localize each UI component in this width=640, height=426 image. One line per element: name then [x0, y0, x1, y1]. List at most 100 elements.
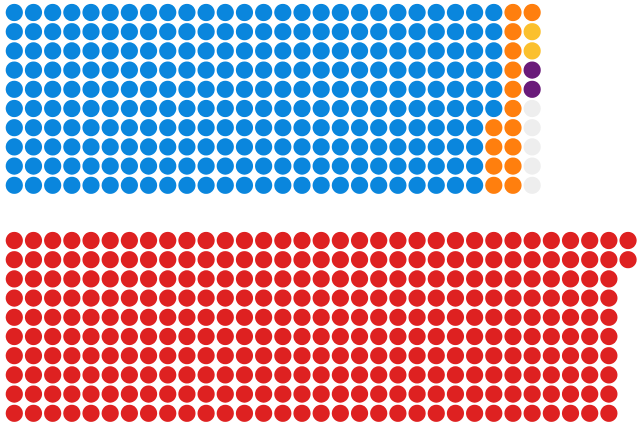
waffle-dot-g1-s1 — [82, 42, 100, 60]
waffle-dot-g2-s1 — [523, 251, 541, 269]
waffle-dot-g2-s1 — [600, 385, 618, 403]
waffle-dot-g1-s1 — [331, 80, 349, 98]
waffle-dot-g2-s1 — [101, 385, 119, 403]
waffle-dot-g1-s1 — [427, 176, 445, 194]
waffle-dot-g2-s1 — [485, 308, 503, 326]
waffle-dot-g2-s1 — [120, 251, 138, 269]
waffle-dot-g1-s1 — [139, 61, 158, 79]
waffle-dot-g1-s1 — [446, 42, 465, 60]
waffle-dot-g1-s1 — [178, 176, 196, 194]
waffle-dot-g2-s1 — [600, 251, 618, 269]
waffle-dot-g2-s1 — [63, 308, 81, 326]
waffle-dot-g1-s1 — [197, 61, 215, 79]
waffle-dot-g1-s1 — [120, 176, 138, 194]
waffle-dot-g1-s1 — [293, 61, 311, 79]
waffle-dot-g1-s1 — [350, 23, 369, 41]
waffle-dot-g1-s1 — [139, 42, 158, 60]
waffle-dot-g1-s5 — [523, 119, 541, 137]
waffle-dot-g2-s1 — [293, 289, 311, 307]
waffle-dot-g2-s1 — [331, 385, 349, 403]
waffle-dot-g2-s1 — [197, 308, 215, 326]
waffle-dot-g2-s1 — [370, 251, 388, 269]
waffle-dot-g2-s1 — [5, 385, 23, 403]
waffle-dot-g2-s1 — [101, 289, 119, 307]
waffle-dot-g2-s1 — [561, 270, 580, 288]
waffle-dot-g2-s1 — [216, 231, 234, 250]
waffle-dot-g1-s1 — [82, 157, 100, 175]
waffle-dot-g2-s1 — [178, 366, 196, 384]
waffle-dot-g2-s1 — [120, 385, 138, 403]
waffle-dot-g1-s1 — [178, 99, 196, 118]
waffle-dot-g1-s1 — [370, 138, 388, 156]
waffle-dot-g2-s1 — [350, 347, 369, 365]
waffle-dot-g1-s1 — [408, 42, 426, 60]
waffle-dot-g2-s1 — [504, 308, 522, 326]
waffle-dot-g1-s1 — [235, 3, 254, 22]
waffle-dot-g1-s1 — [44, 61, 62, 79]
waffle-dot-g2-s1 — [293, 366, 311, 384]
waffle-dot-g1-s1 — [24, 157, 43, 175]
waffle-dot-g1-s2 — [504, 138, 522, 156]
waffle-dot-g1-s1 — [350, 42, 369, 60]
waffle-dot-g2-s1 — [389, 347, 407, 365]
waffle-dot-g2-s1 — [600, 404, 618, 422]
waffle-dot-g1-s1 — [466, 42, 484, 60]
waffle-dot-g1-s1 — [293, 23, 311, 41]
waffle-dot-g2-s1 — [197, 231, 215, 250]
waffle-dot-g1-s1 — [197, 119, 215, 137]
waffle-dot-g1-s1 — [63, 3, 81, 22]
waffle-dot-g2-s1 — [523, 270, 541, 288]
waffle-dot-g2-s1 — [427, 251, 445, 269]
waffle-dot-g2-s1 — [293, 308, 311, 326]
waffle-dot-g1-s2 — [504, 80, 522, 98]
waffle-dot-g2-s1 — [504, 289, 522, 307]
waffle-dot-g1-s1 — [101, 176, 119, 194]
waffle-dot-g2-s1 — [581, 347, 599, 365]
waffle-dot-g2-s1 — [24, 366, 43, 384]
waffle-dot-g1-s1 — [24, 61, 43, 79]
waffle-dot-g1-s1 — [82, 80, 100, 98]
waffle-dot-g2-s1 — [293, 270, 311, 288]
waffle-dot-g1-s1 — [427, 119, 445, 137]
waffle-dot-g2-s1 — [600, 270, 618, 288]
waffle-dot-g1-s1 — [5, 23, 23, 41]
waffle-dot-g2-s1 — [389, 308, 407, 326]
waffle-dot-g2-s1 — [408, 289, 426, 307]
waffle-dot-g2-s1 — [255, 347, 273, 365]
waffle-dot-g1-s1 — [427, 99, 445, 118]
waffle-dot-g1-s1 — [370, 157, 388, 175]
waffle-dot-g2-s1 — [44, 289, 62, 307]
waffle-dot-g1-s1 — [331, 157, 349, 175]
waffle-dot-g2-s1 — [120, 231, 138, 250]
waffle-dot-g2-s1 — [581, 327, 599, 346]
waffle-dot-g1-s1 — [159, 176, 177, 194]
waffle-dot-g2-s1 — [427, 385, 445, 403]
waffle-dot-g2-s1 — [427, 289, 445, 307]
waffle-dot-g2-s1 — [542, 308, 560, 326]
waffle-dot-g2-s1 — [485, 327, 503, 346]
waffle-dot-g2-s1 — [24, 385, 43, 403]
waffle-dot-g2-s1 — [139, 366, 158, 384]
waffle-dot-g2-s1 — [101, 404, 119, 422]
waffle-dot-g1-s1 — [408, 61, 426, 79]
waffle-dot-g2-s1 — [408, 308, 426, 326]
waffle-dot-g1-s1 — [350, 61, 369, 79]
waffle-dot-g1-s2 — [485, 119, 503, 137]
waffle-dot-g1-s2 — [485, 138, 503, 156]
waffle-dot-g1-s1 — [274, 23, 292, 41]
waffle-dot-g1-s1 — [255, 119, 273, 137]
waffle-dot-g1-s1 — [216, 99, 234, 118]
waffle-dot-g1-s1 — [312, 42, 330, 60]
waffle-dot-g1-s1 — [63, 157, 81, 175]
waffle-dot-g2-s1 — [216, 289, 234, 307]
waffle-dot-g1-s1 — [446, 119, 465, 137]
waffle-dot-g2-s1 — [370, 347, 388, 365]
waffle-dot-g2-s1 — [581, 385, 599, 403]
waffle-dot-g1-s1 — [446, 61, 465, 79]
waffle-dot-g2-s1 — [274, 327, 292, 346]
waffle-dot-g2-s1 — [408, 231, 426, 250]
waffle-dot-g1-s1 — [82, 23, 100, 41]
waffle-dot-g1-s3 — [523, 42, 541, 60]
waffle-dot-g2-s1 — [197, 385, 215, 403]
waffle-dot-g1-s1 — [120, 3, 138, 22]
